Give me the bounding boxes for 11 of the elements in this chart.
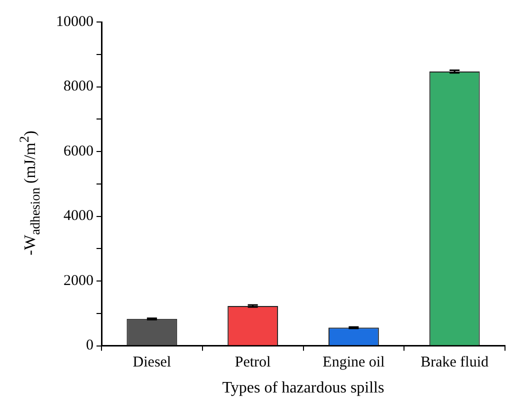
y-tick-label: 6000 — [64, 143, 94, 160]
y-tick-label: 2000 — [64, 272, 94, 289]
x-tick-label: Petrol — [234, 354, 271, 371]
y-tick-label: 4000 — [64, 208, 94, 224]
y-tick-label: 10000 — [56, 14, 94, 30]
x-tick-label: Brake fluid — [420, 354, 490, 371]
x-axis-title: Types of hazardous spills — [222, 380, 384, 397]
x-tick-label: Engine oil — [322, 354, 385, 371]
x-tick-label: Diesel — [132, 354, 172, 371]
y-tick-label: 8000 — [64, 78, 94, 95]
y-tick-label: 0 — [86, 338, 94, 354]
